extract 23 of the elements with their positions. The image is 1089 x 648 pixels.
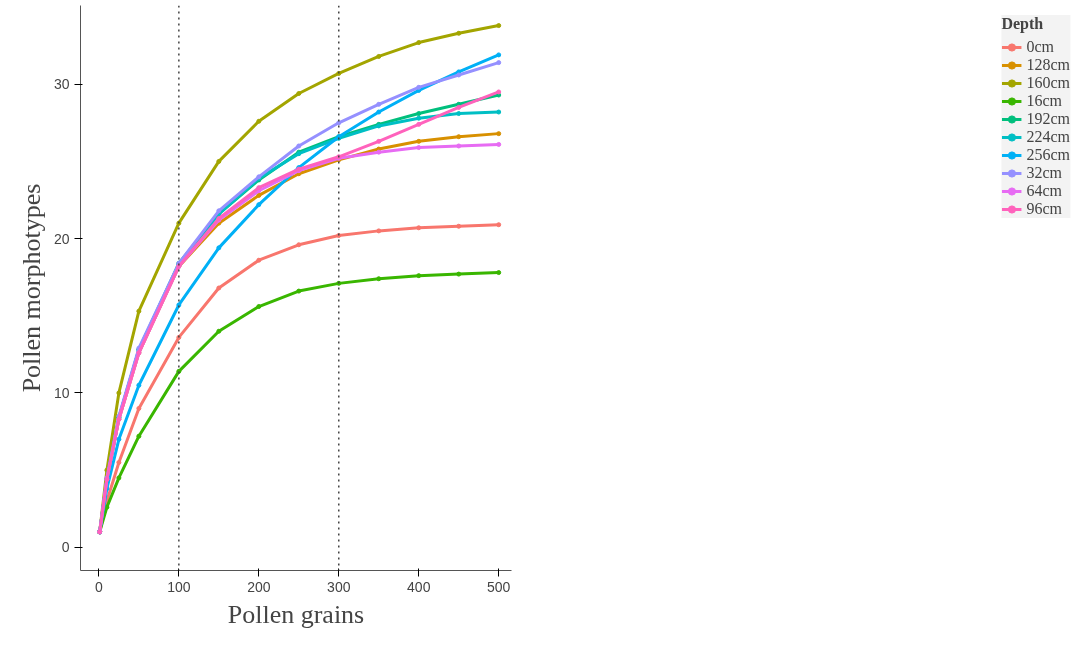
x-axis-title: Pollen grains: [227, 599, 365, 629]
x-tick-label: 200: [247, 578, 271, 595]
y-axis-title: Pollen morphotypes: [16, 183, 46, 393]
x-tick-label: 500: [487, 578, 511, 595]
y-tick-label: 10: [53, 384, 70, 401]
y-tick-label: 0: [61, 539, 70, 556]
legend-label: 96cm: [1026, 200, 1062, 218]
legend-label: 224cm: [1026, 128, 1070, 146]
legend-label: 64cm: [1026, 182, 1062, 200]
x-tick-label: 400: [407, 578, 431, 595]
legend-title: Depth: [1001, 15, 1045, 33]
legend-label: 256cm: [1026, 146, 1070, 164]
x-tick-label: 300: [327, 578, 351, 595]
legend-label: 192cm: [1026, 110, 1070, 128]
x-tick-label: 100: [167, 578, 191, 595]
x-tick-label: 0: [95, 578, 103, 595]
legend-label: 128cm: [1026, 56, 1070, 74]
legend-label: 160cm: [1026, 74, 1070, 92]
y-tick-label: 30: [53, 76, 70, 93]
legend-label: 0cm: [1026, 38, 1054, 56]
legend-label: 16cm: [1026, 92, 1062, 110]
legend-label: 32cm: [1026, 164, 1062, 182]
y-tick-label: 20: [53, 230, 70, 247]
